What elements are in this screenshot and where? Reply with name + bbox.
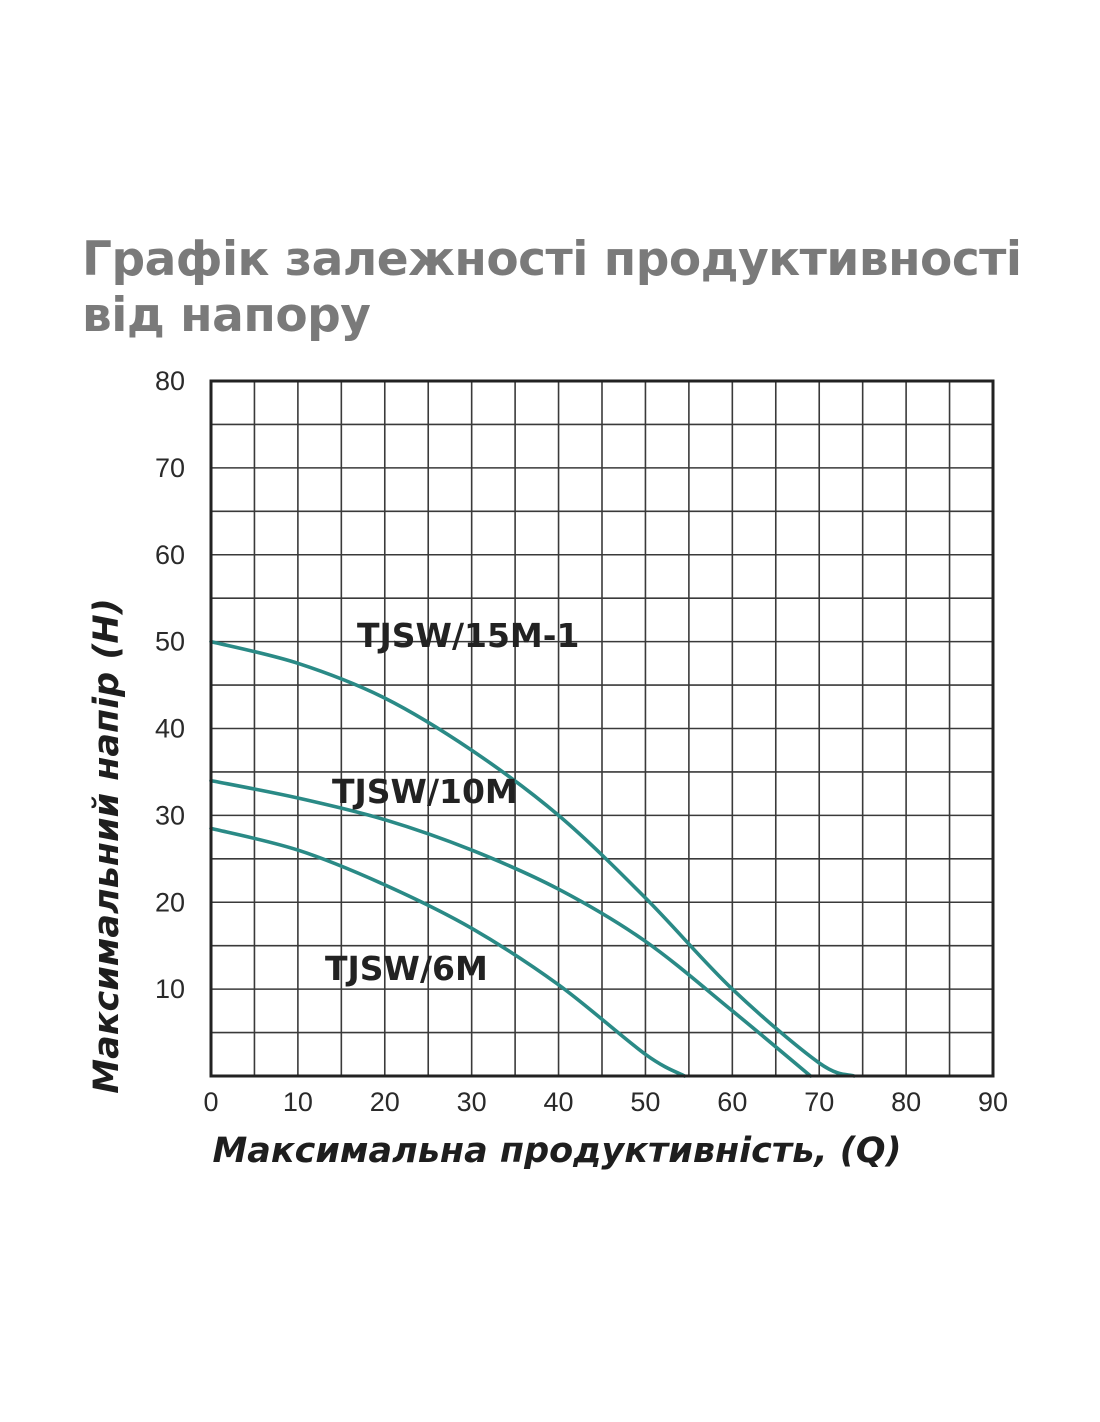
x-tick-label: 50 bbox=[630, 1087, 660, 1117]
series-label-tjsw-10m: TJSW/10M bbox=[332, 772, 518, 811]
curve-tjsw-6m bbox=[209, 826, 687, 1078]
x-tick-label: 0 bbox=[203, 1087, 218, 1117]
series-label-tjsw-6m: TJSW/6M bbox=[325, 949, 488, 988]
x-tick-label: 60 bbox=[717, 1087, 747, 1117]
y-tick-label: 70 bbox=[155, 453, 185, 483]
curve-tjsw-10m bbox=[209, 778, 813, 1078]
x-tick-label: 40 bbox=[544, 1087, 574, 1117]
y-tick-label: 60 bbox=[155, 540, 185, 570]
x-tick-label: 30 bbox=[457, 1087, 487, 1117]
y-tick-label: 20 bbox=[155, 887, 185, 917]
x-tick-label: 70 bbox=[804, 1087, 834, 1117]
y-tick-label: 80 bbox=[155, 366, 185, 396]
series-labels: TJSW/15M-1 TJSW/10M TJSW/6M bbox=[325, 616, 579, 988]
y-tick-label: 40 bbox=[155, 714, 185, 744]
x-tick-label: 80 bbox=[891, 1087, 921, 1117]
series-label-tjsw-15m-1: TJSW/15M-1 bbox=[357, 616, 579, 655]
chart-title: Графік залежності продуктивності від нап… bbox=[82, 232, 1022, 343]
x-tick-label: 90 bbox=[978, 1087, 1008, 1117]
performance-curves bbox=[209, 639, 856, 1078]
x-tick-label: 20 bbox=[370, 1087, 400, 1117]
y-tick-label: 50 bbox=[155, 627, 185, 657]
curve-tjsw-15m-1 bbox=[209, 639, 856, 1078]
grid bbox=[211, 381, 993, 1076]
x-tick-label: 10 bbox=[283, 1087, 313, 1117]
x-axis-label: Максимальна продуктивність, (Q) bbox=[212, 1131, 901, 1171]
y-tick-label: 10 bbox=[155, 974, 185, 1004]
tick-labels: 0 10 20 30 40 50 60 70 80 90 10 20 30 40 50 60 70 80 bbox=[155, 366, 1008, 1117]
y-tick-label: 30 bbox=[155, 800, 185, 830]
plot-frame bbox=[209, 379, 995, 1078]
y-axis-label: Максимальний напір (H) bbox=[87, 598, 127, 1093]
